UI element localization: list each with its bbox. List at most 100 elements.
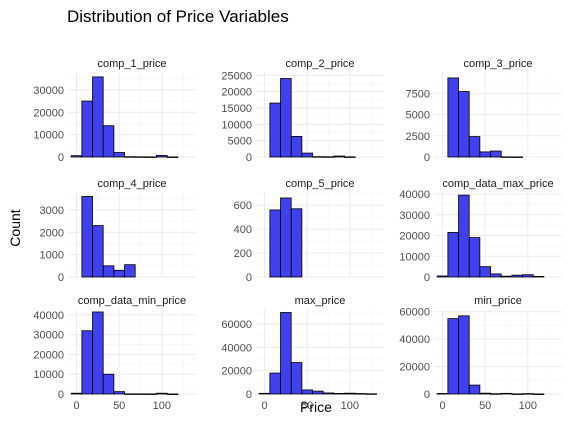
y-tick-label: 600 [234, 200, 252, 212]
x-tick-label: 50 [301, 400, 313, 412]
y-tick-label: 20000 [399, 362, 430, 374]
facet-panels: comp_1_price0100002000030000comp_2_price… [33, 58, 562, 412]
y-tick-label: 0 [58, 152, 64, 164]
histogram-bar [70, 155, 83, 158]
panel-title: max_price [295, 295, 346, 307]
histogram-bar [92, 225, 104, 278]
histogram-bar [156, 392, 168, 395]
y-tick-label: 7500 [406, 88, 430, 100]
y-tick-label: 40000 [399, 189, 430, 201]
y-tick-label: 0 [424, 152, 430, 164]
histogram-bar [458, 315, 470, 395]
histogram-bar [92, 76, 104, 158]
y-tick-label: 0 [58, 389, 64, 401]
histogram-bar [333, 393, 345, 395]
panel-comp-5-price: comp_5_price 0 200 400 600 [234, 178, 384, 284]
histogram-bar [500, 392, 513, 395]
histogram-bar [280, 78, 292, 158]
y-tick-label: 60000 [399, 307, 430, 319]
y-tick-label: 2500 [406, 131, 430, 143]
y-tick-label: 2000 [40, 227, 64, 239]
y-tick-label: 200 [234, 248, 252, 260]
x-axis-title: Price [300, 399, 332, 415]
histogram-bar [166, 156, 179, 158]
histogram-bar [269, 102, 281, 158]
histogram-bar [436, 393, 449, 395]
y-tick-label: 10000 [399, 251, 430, 263]
histogram-bar [290, 362, 303, 395]
histogram-bar [322, 392, 335, 395]
panel-comp-data-max-price: comp_data_max_price 0 10000 20000 30000 40000 [399, 178, 562, 284]
histogram-bar [269, 372, 281, 395]
x-tick-label: 100 [519, 400, 537, 412]
histogram-bar [490, 393, 502, 395]
x-tick-label: 50 [113, 400, 125, 412]
x-tick-label: 50 [479, 400, 491, 412]
histogram-bar [145, 156, 157, 158]
x-tick-label: 0 [439, 400, 445, 412]
panel-title: comp_4_price [97, 178, 166, 190]
panel-title: min_price [474, 295, 522, 307]
y-tick-label: 0 [246, 272, 252, 284]
panel-comp-1-price: comp_1_price 0 10000 20000 30000 [33, 58, 196, 164]
histogram-bar [479, 151, 491, 158]
histogram-bar [458, 91, 470, 158]
histogram-bar [447, 318, 459, 395]
y-tick-label: 0 [424, 272, 430, 284]
histogram-bar [522, 393, 534, 395]
histogram-bar [365, 393, 377, 395]
histogram-bar [344, 392, 356, 395]
histogram-bar [333, 155, 345, 158]
y-tick-label: 0 [58, 272, 64, 284]
panel-title: comp_data_min_price [78, 295, 186, 307]
histogram-bar [490, 150, 502, 158]
histogram-bar [81, 196, 93, 278]
y-tick-label: 10000 [33, 369, 64, 381]
histogram-bar [124, 264, 136, 278]
y-tick-label: 5000 [228, 136, 252, 148]
y-tick-label: 0 [246, 152, 252, 164]
panel-title: comp_3_price [463, 58, 532, 70]
histogram-bar [124, 393, 136, 395]
histogram-bar [258, 392, 271, 395]
histogram-bar [490, 273, 502, 278]
y-tick-label: 15000 [221, 103, 252, 115]
y-tick-label: 40000 [399, 334, 430, 346]
histogram-bar [301, 152, 313, 158]
x-tick-label: 0 [261, 400, 267, 412]
histogram-bar [447, 232, 459, 278]
y-tick-label: 10000 [221, 119, 252, 131]
histogram-bar [280, 197, 292, 278]
panel-max-price: max_price 0 20000 40000 60000 0 50 100 [221, 295, 384, 412]
histogram-bar [113, 269, 125, 278]
y-tick-label: 30000 [33, 330, 64, 342]
histogram-bar [532, 275, 545, 278]
y-tick-label: 20000 [33, 107, 64, 119]
panel-title: comp_2_price [285, 58, 354, 70]
histogram-bar [500, 275, 513, 278]
x-tick-label: 0 [73, 400, 79, 412]
panel-title: comp_5_price [285, 178, 354, 190]
histogram-bar [354, 393, 367, 395]
histogram-bar [500, 156, 513, 158]
histogram-bar [156, 155, 168, 158]
histogram-bar [92, 311, 104, 395]
histogram-bar [166, 393, 179, 395]
y-tick-label: 25000 [221, 70, 252, 82]
panel-comp-2-price: comp_2_price 0 5000 10000 15000 20000 25000 [221, 58, 384, 164]
histogram-bar [522, 274, 534, 278]
y-tick-label: 10000 [33, 130, 64, 142]
y-tick-label: 20000 [399, 231, 430, 243]
histogram-bar [436, 275, 449, 278]
y-tick-label: 60000 [221, 319, 252, 331]
histogram-bar [468, 237, 481, 278]
histogram-bar [479, 392, 491, 395]
histogram-bar [70, 392, 83, 395]
histogram-bar [344, 156, 356, 158]
histogram-bar [113, 152, 125, 158]
histogram-bar [532, 393, 545, 395]
histogram-bar [312, 390, 324, 395]
panel-comp-3-price: comp_3_price 0 2500 5000 7500 [406, 58, 562, 164]
histogram-bar [458, 194, 470, 278]
